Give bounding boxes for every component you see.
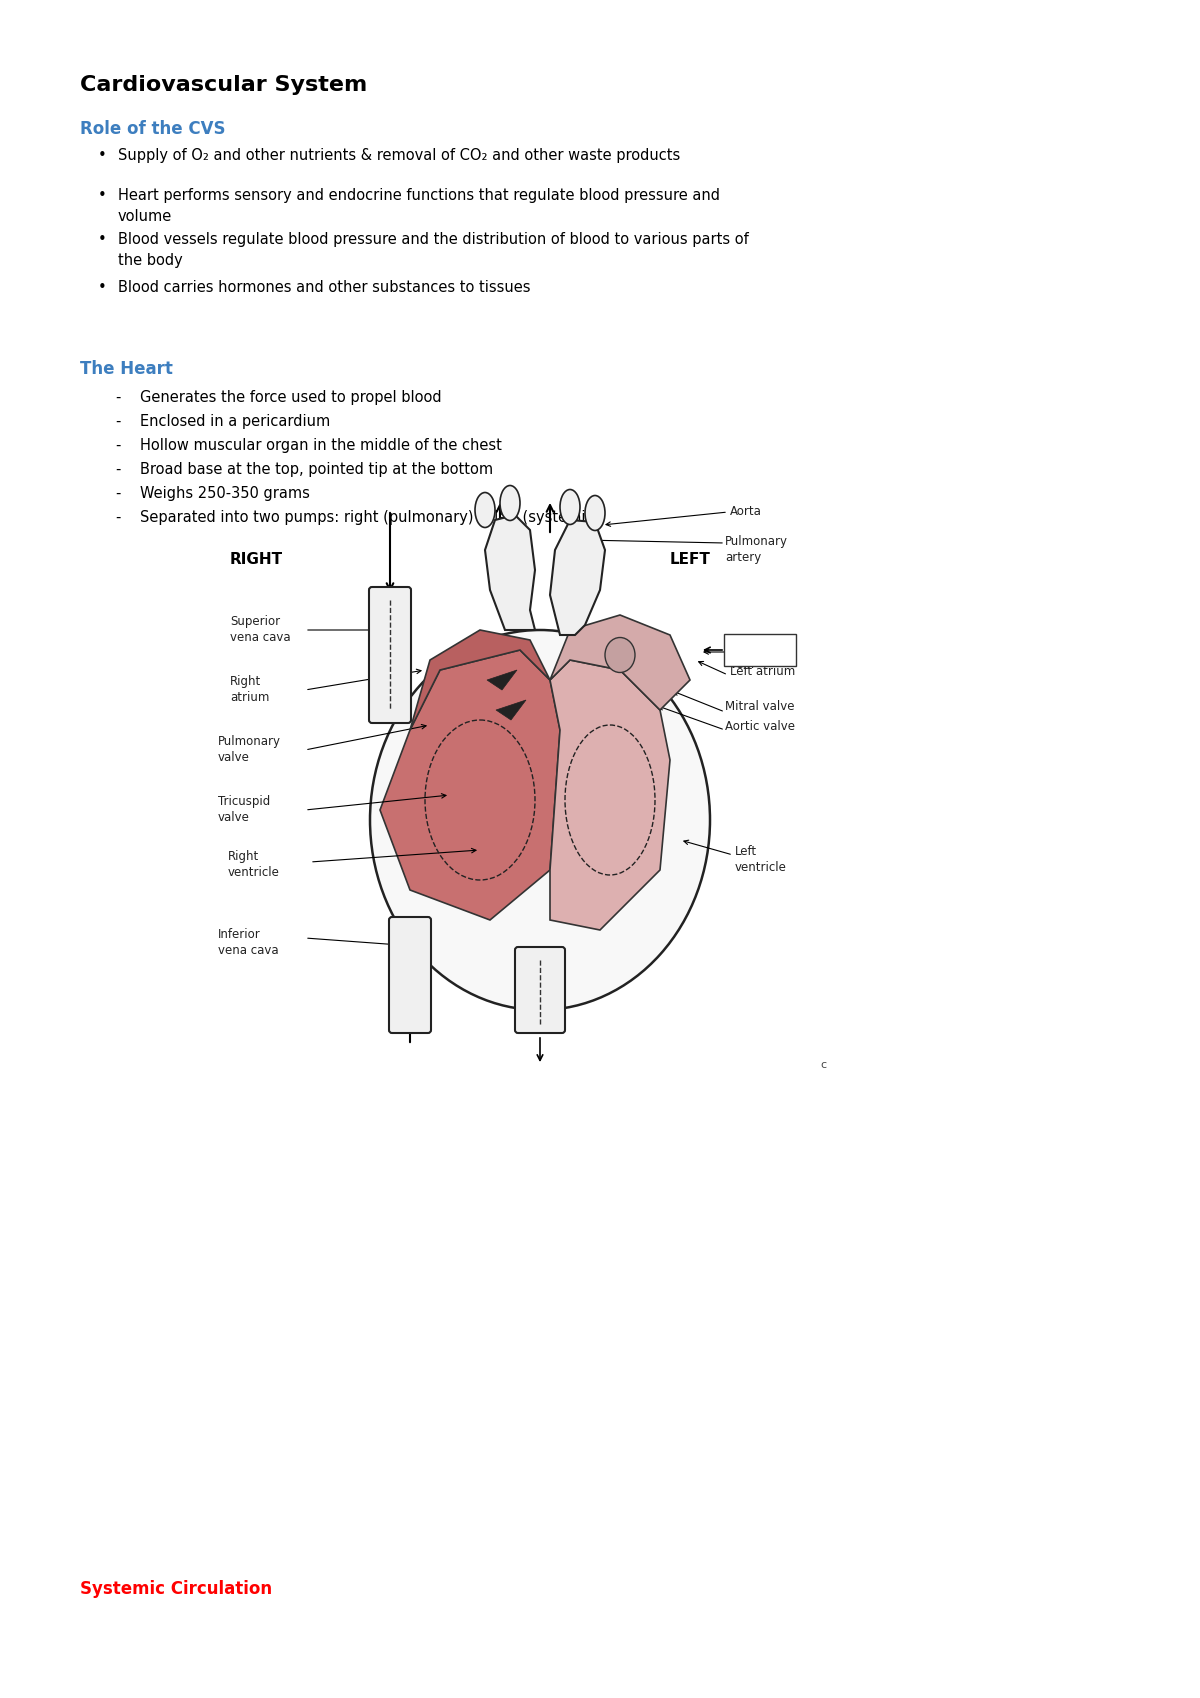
FancyBboxPatch shape	[389, 917, 431, 1032]
Text: -: -	[115, 462, 120, 477]
Polygon shape	[380, 650, 560, 920]
Text: Supply of O₂ and other nutrients & removal of CO₂ and other waste products: Supply of O₂ and other nutrients & remov…	[118, 148, 680, 163]
Text: Right
atrium: Right atrium	[230, 676, 269, 705]
Polygon shape	[410, 630, 550, 730]
Text: Tricuspid
valve: Tricuspid valve	[218, 795, 270, 824]
Text: Pulmonary
vein: Pulmonary vein	[730, 642, 793, 671]
Text: Heart performs sensory and endocrine functions that regulate blood pressure and
: Heart performs sensory and endocrine fun…	[118, 188, 720, 224]
Text: Hollow muscular organ in the middle of the chest: Hollow muscular organ in the middle of t…	[140, 438, 502, 453]
Polygon shape	[550, 661, 670, 931]
Text: Blood vessels regulate blood pressure and the distribution of blood to various p: Blood vessels regulate blood pressure an…	[118, 233, 749, 268]
Text: Mitral valve: Mitral valve	[725, 700, 794, 713]
Text: Inferior
vena cava: Inferior vena cava	[218, 929, 278, 958]
Text: Role of the CVS: Role of the CVS	[80, 121, 226, 138]
Text: Broad base at the top, pointed tip at the bottom: Broad base at the top, pointed tip at th…	[140, 462, 493, 477]
Polygon shape	[496, 700, 526, 720]
Text: Superior
vena cava: Superior vena cava	[230, 615, 290, 644]
Text: •: •	[98, 188, 107, 204]
Ellipse shape	[475, 492, 496, 528]
Text: -: -	[115, 391, 120, 406]
FancyBboxPatch shape	[515, 947, 565, 1032]
FancyBboxPatch shape	[370, 588, 410, 723]
Text: RIGHT: RIGHT	[230, 552, 283, 567]
FancyBboxPatch shape	[724, 633, 796, 666]
Text: Aortic valve: Aortic valve	[725, 720, 796, 734]
Text: Pulmonary
artery: Pulmonary artery	[725, 535, 788, 564]
Text: Right
ventricle: Right ventricle	[228, 851, 280, 880]
Text: Left atrium: Left atrium	[730, 666, 796, 678]
Ellipse shape	[500, 486, 520, 521]
Ellipse shape	[605, 637, 635, 672]
Ellipse shape	[370, 630, 710, 1010]
Text: Lungs: Lungs	[743, 644, 778, 657]
Text: •: •	[98, 280, 107, 295]
Text: Systemic Circulation: Systemic Circulation	[80, 1581, 272, 1598]
Polygon shape	[550, 615, 690, 710]
Text: Aorta: Aorta	[730, 504, 762, 518]
Text: Left
ventricle: Left ventricle	[734, 846, 787, 874]
Text: Enclosed in a pericardium: Enclosed in a pericardium	[140, 414, 330, 430]
Text: -: -	[115, 414, 120, 430]
Text: Separated into two pumps: right (pulmonary) & left (systemic): Separated into two pumps: right (pulmona…	[140, 509, 599, 525]
Text: Weighs 250-350 grams: Weighs 250-350 grams	[140, 486, 310, 501]
Text: •: •	[98, 148, 107, 163]
Text: -: -	[115, 509, 120, 525]
Polygon shape	[550, 520, 605, 635]
Polygon shape	[487, 671, 517, 689]
Text: LEFT: LEFT	[670, 552, 710, 567]
Text: Pulmonary
valve: Pulmonary valve	[218, 735, 281, 764]
Polygon shape	[485, 514, 535, 630]
Text: Cardiovascular System: Cardiovascular System	[80, 75, 367, 95]
Text: -: -	[115, 438, 120, 453]
Text: Blood carries hormones and other substances to tissues: Blood carries hormones and other substan…	[118, 280, 530, 295]
Text: -: -	[115, 486, 120, 501]
Text: The Heart: The Heart	[80, 360, 173, 379]
Text: c: c	[820, 1060, 826, 1070]
Ellipse shape	[560, 489, 580, 525]
Text: Generates the force used to propel blood: Generates the force used to propel blood	[140, 391, 442, 406]
Ellipse shape	[586, 496, 605, 530]
Text: •: •	[98, 233, 107, 246]
